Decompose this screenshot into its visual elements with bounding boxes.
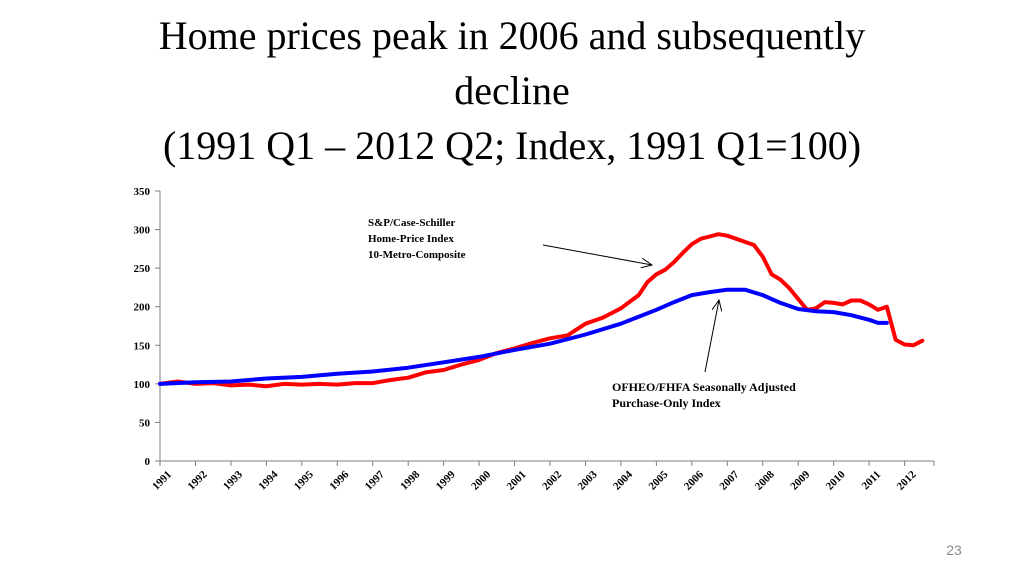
y-tick-label: 0 [145,456,151,468]
x-tick-label: 2008 [753,468,777,492]
annotation-arrow-case-schiller [542,244,652,265]
title-line-2: decline [454,68,570,113]
y-tick-label: 150 [134,340,151,352]
x-tick-label: 2003 [576,468,600,492]
x-tick-label: 1991 [150,469,174,493]
x-tick-label: 2011 [860,469,884,493]
x-tick-label: 2000 [469,468,493,492]
annotation-ofheo-line-1: OFHEO/FHFA Seasonally Adjusted [612,380,796,394]
x-tick-label: 1995 [292,468,316,492]
y-tick-label: 50 [139,417,151,429]
x-tick-label: 1993 [221,468,245,492]
x-tick-label: 1998 [398,468,422,492]
y-tick-label: 200 [134,302,151,314]
annotation-case-schiller-line-1: S&P/Case-Schiller [368,217,455,229]
x-tick-label: 2005 [646,468,670,492]
y-tick-label: 250 [134,263,151,275]
annotation-ofheo: OFHEO/FHFA Seasonally Adjusted Purchase-… [612,380,799,410]
x-tick-label: 2002 [540,468,564,492]
slide-title: Home prices peak in 2006 and subsequentl… [0,8,1024,173]
x-tick-label: 2006 [682,468,706,492]
series-layer [158,232,925,389]
title-line-3: (1991 Q1 – 2012 Q2; Index, 1991 Q1=100) [162,123,862,168]
x-tick-label: 2007 [717,468,741,492]
x-tick-label: 2004 [611,468,635,492]
x-tick-label: 1994 [256,468,280,492]
y-tick-label: 100 [134,379,151,391]
page-number: 23 [946,542,962,558]
annotation-case-schiller: S&P/Case-Schiller Home-Price Index 10-Me… [368,217,466,261]
x-tick-label: 2009 [788,468,812,492]
x-tick-label: 2001 [505,469,529,493]
x-tick-label: 2012 [895,468,919,492]
y-tick-label: 300 [134,225,151,237]
annotation-case-schiller-line-3: 10-Metro-Composite [368,249,466,261]
x-tick-label: 1999 [434,468,458,492]
series-line-ofheo-fhfa [158,287,889,386]
annotations-layer: S&P/Case-Schiller Home-Price Index 10-Me… [368,217,799,410]
x-tick-label: 1992 [186,468,210,492]
x-tick-label: 2010 [824,468,848,492]
title-line-1: Home prices peak in 2006 and subsequentl… [158,13,866,58]
chart-axes: 0 50 100 150 200 250 300 350 1991 1992 1993 1994 199… [134,186,935,493]
series-line-case-schiller [158,232,925,389]
annotation-arrow-ofheo [704,300,719,373]
y-tick-label: 350 [134,186,151,198]
x-tick-label: 1996 [327,468,351,492]
x-tick-label: 1997 [363,468,387,492]
annotation-case-schiller-line-2: Home-Price Index [368,233,454,245]
annotation-ofheo-line-2: Purchase-Only Index [612,396,721,410]
